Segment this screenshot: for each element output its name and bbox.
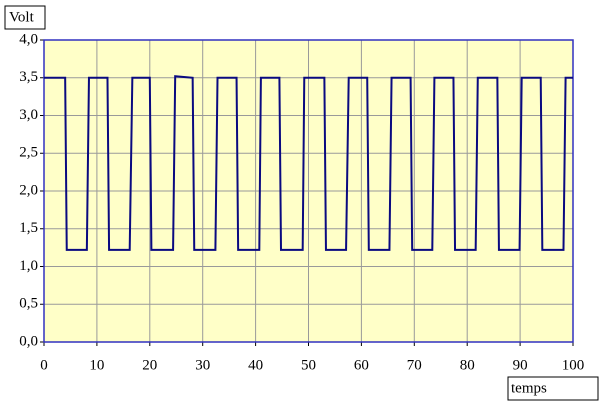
x-tick-label: 20 [142,357,157,373]
x-tick-label: 70 [407,357,422,373]
y-tick-label: 3,0 [19,107,38,123]
y-tick-label: 3,5 [19,69,38,85]
y-tick-label: 2,5 [19,145,38,161]
x-tick-label: 30 [195,357,210,373]
x-tick-label: 90 [513,357,528,373]
x-tick-label: 60 [354,357,369,373]
y-tick-label: 1,0 [19,258,38,274]
x-tick-label: 40 [248,357,263,373]
y-tick-label: 0,5 [19,296,38,312]
x-label-box [507,376,599,401]
x-tick-label: 0 [40,357,48,373]
y-label-box [4,5,46,30]
x-axis-label: temps [511,380,547,396]
x-tick-label: 50 [301,357,316,373]
y-axis-label: Volt [9,9,35,25]
x-tick-label: 100 [562,357,585,373]
y-tick-label: 2,0 [19,182,38,198]
y-tick-label: 0,0 [19,333,38,349]
x-tick-label: 80 [460,357,475,373]
plot-border [43,39,574,343]
data-line [44,75,573,251]
x-tick-label: 10 [89,357,104,373]
y-tick-label: 1,5 [19,220,38,236]
y-tick-label: 4,0 [19,31,38,47]
